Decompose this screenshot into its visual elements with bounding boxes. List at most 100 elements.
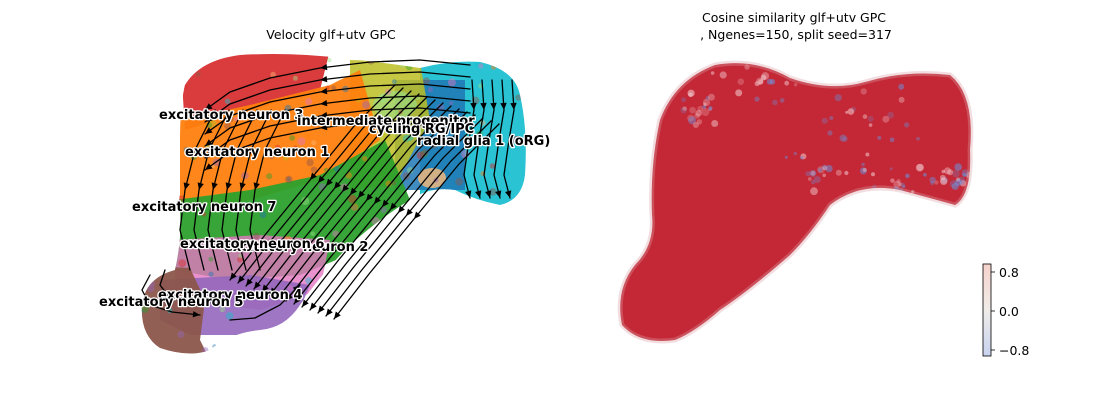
cell-point: [293, 344, 301, 353]
cell-point: [486, 302, 493, 308]
cell-point: [929, 176, 936, 184]
cell-point: [274, 144, 281, 151]
cell-point: [859, 167, 867, 175]
cell-point: [416, 217, 422, 222]
cell-point: [822, 165, 828, 171]
cosine-similarity-panel: Cosine similarity glf+utv GPC , Ngenes=1…: [617, 10, 1029, 358]
velocity-arrowhead: [197, 182, 204, 190]
cell-point: [839, 134, 847, 142]
velocity-arrowhead: [500, 102, 507, 110]
cell-point: [167, 141, 176, 150]
velocity-arrowhead: [320, 100, 328, 107]
cell-point: [153, 244, 160, 250]
cell-point: [362, 156, 368, 162]
cell-point: [178, 64, 183, 69]
velocity-arrowhead: [374, 196, 381, 204]
cell-point: [807, 177, 812, 181]
cell-point: [916, 136, 920, 141]
cell-point: [208, 256, 214, 262]
cell-point: [916, 163, 924, 172]
cell-point: [402, 346, 411, 354]
cell-point: [496, 54, 506, 58]
cell-point: [865, 152, 870, 157]
cell-point: [860, 88, 867, 95]
cell-point: [785, 65, 793, 72]
cell-point: [134, 222, 138, 226]
cluster-label: excitatory neuron 3: [159, 108, 303, 123]
velocity-arrowhead: [310, 172, 317, 180]
cell-point: [160, 77, 167, 83]
cell-point: [923, 173, 927, 177]
velocity-arrowhead: [310, 302, 317, 310]
colorbar-tick-label: 0.8: [999, 265, 1019, 280]
velocity-arrowhead: [278, 290, 285, 298]
cell-point: [284, 235, 292, 244]
cell-point: [145, 237, 151, 243]
cell-point: [758, 79, 764, 85]
velocity-arrowhead: [490, 102, 497, 110]
cell-point: [890, 178, 895, 183]
cell-point: [744, 64, 750, 70]
cell-point: [822, 173, 826, 178]
cell-point: [506, 264, 512, 270]
colorbar-gradient: [982, 263, 992, 357]
cluster-label: excitatory neuron 5: [99, 295, 243, 310]
cell-point: [325, 85, 330, 90]
cell-point: [160, 141, 168, 149]
cell-point: [898, 96, 905, 103]
cell-point: [495, 260, 503, 267]
cell-point: [382, 333, 387, 338]
cell-point: [447, 78, 456, 87]
cell-point: [269, 154, 275, 160]
velocity-arrowhead: [270, 287, 277, 295]
cell-point: [510, 252, 518, 261]
velocity-arrowhead: [246, 278, 253, 286]
cell-point: [270, 71, 276, 78]
cell-point: [504, 275, 512, 282]
cell-point: [237, 256, 244, 263]
cell-point: [754, 81, 760, 87]
velocity-arrowhead: [239, 182, 246, 190]
cosine-embedding: [620, 63, 979, 342]
cell-point: [127, 333, 132, 338]
cell-point: [177, 330, 185, 338]
cell-point: [390, 300, 399, 309]
velocity-panel-title: Velocity glf+utv GPC: [266, 27, 396, 42]
cell-point: [399, 315, 405, 320]
cell-point: [391, 79, 397, 85]
cell-point: [178, 195, 185, 202]
cell-point: [708, 106, 713, 111]
cell-point: [867, 115, 874, 122]
cell-point: [160, 78, 165, 83]
velocity-arrowhead: [398, 205, 405, 213]
cosine-speckles: [680, 63, 979, 206]
cell-point: [515, 94, 522, 101]
cell-point: [954, 163, 962, 171]
cell-point: [508, 59, 513, 65]
cell-point: [872, 195, 876, 200]
cell-point: [509, 70, 514, 75]
cell-point: [287, 327, 295, 336]
cell-point: [142, 252, 151, 262]
cluster-label: excitatory neuron 1: [185, 145, 329, 160]
cell-point: [285, 175, 293, 184]
cell-point: [898, 83, 905, 90]
cell-point: [379, 222, 385, 229]
cell-point: [468, 214, 473, 219]
cell-point: [306, 158, 314, 167]
cell-point: [509, 65, 515, 70]
cell-point: [687, 114, 695, 122]
cell-point: [913, 197, 920, 204]
cell-point: [443, 245, 451, 253]
velocity-arrowhead: [217, 297, 225, 304]
cell-point: [465, 257, 472, 264]
cell-point: [779, 98, 785, 103]
cell-point: [835, 169, 842, 176]
cell-point: [525, 114, 526, 122]
cell-point: [419, 320, 424, 325]
cell-point: [464, 239, 470, 245]
cell-point: [159, 81, 165, 86]
cell-point: [362, 101, 370, 109]
velocity-streamline: [159, 269, 226, 303]
cell-point: [973, 185, 979, 191]
